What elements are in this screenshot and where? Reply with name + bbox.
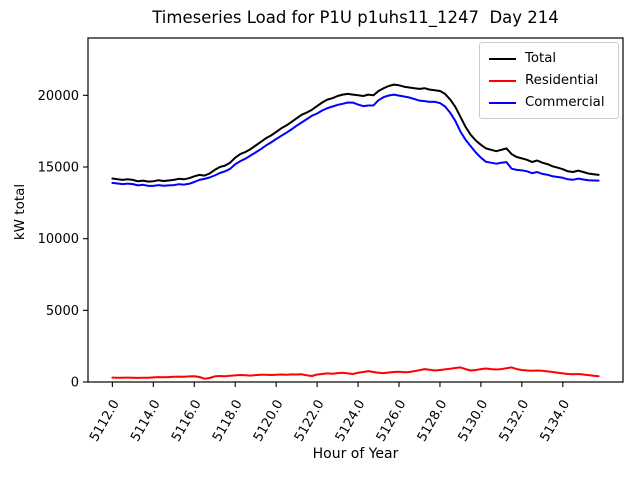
axes-spines bbox=[87, 37, 624, 383]
legend-item-commercial: Commercial bbox=[489, 93, 609, 112]
x-tick-label: 5130.0 bbox=[456, 398, 492, 445]
legend: Total Residential Commercial bbox=[479, 42, 619, 119]
x-tick-label: 5132.0 bbox=[497, 398, 533, 445]
y-tick-label: 20000 bbox=[38, 89, 79, 104]
y-tick-label: 10000 bbox=[38, 232, 79, 247]
legend-line-sample-commercial bbox=[489, 101, 516, 104]
x-tick-label: 5120.0 bbox=[251, 398, 287, 445]
legend-line-sample-residential bbox=[489, 79, 516, 82]
x-tick-label: 5118.0 bbox=[210, 398, 246, 445]
series-line-total bbox=[111, 83, 600, 183]
series-line-commercial bbox=[111, 93, 600, 187]
legend-label: Total bbox=[525, 51, 557, 66]
y-tick-label: 5000 bbox=[46, 304, 79, 319]
series-lines bbox=[111, 83, 600, 380]
x-tick-label: 5116.0 bbox=[169, 398, 205, 445]
legend-label: Residential bbox=[525, 73, 599, 88]
x-tick-label: 5114.0 bbox=[128, 398, 164, 445]
x-axis-ticks bbox=[111, 382, 564, 387]
x-tick-label: 5124.0 bbox=[333, 398, 369, 445]
series-line-residential bbox=[111, 366, 600, 380]
y-tick-label: 0 bbox=[71, 376, 79, 391]
y-axis-ticks bbox=[83, 94, 88, 383]
y-tick-labels: 0 5000 10000 15000 20000 bbox=[38, 89, 79, 391]
x-axis-label: Hour of Year bbox=[312, 446, 399, 462]
x-tick-label: 5122.0 bbox=[292, 398, 328, 445]
legend-line-sample-total bbox=[489, 57, 516, 60]
x-tick-labels: 5112.0 5114.0 5116.0 5118.0 5120.0 5122.0 5124… bbox=[87, 398, 573, 445]
axes-frame bbox=[87, 37, 624, 383]
x-tick-label: 5134.0 bbox=[538, 398, 574, 445]
y-tick-label: 15000 bbox=[38, 161, 79, 176]
legend-label: Commercial bbox=[525, 95, 605, 110]
chart-title: Timeseries Load for P1U p1uhs11_1247 Day… bbox=[152, 8, 559, 27]
x-tick-label: 5126.0 bbox=[374, 398, 410, 445]
x-tick-label: 5112.0 bbox=[87, 398, 123, 445]
legend-item-residential: Residential bbox=[489, 71, 609, 90]
x-tick-label: 5128.0 bbox=[415, 398, 451, 445]
legend-item-total: Total bbox=[489, 49, 609, 68]
